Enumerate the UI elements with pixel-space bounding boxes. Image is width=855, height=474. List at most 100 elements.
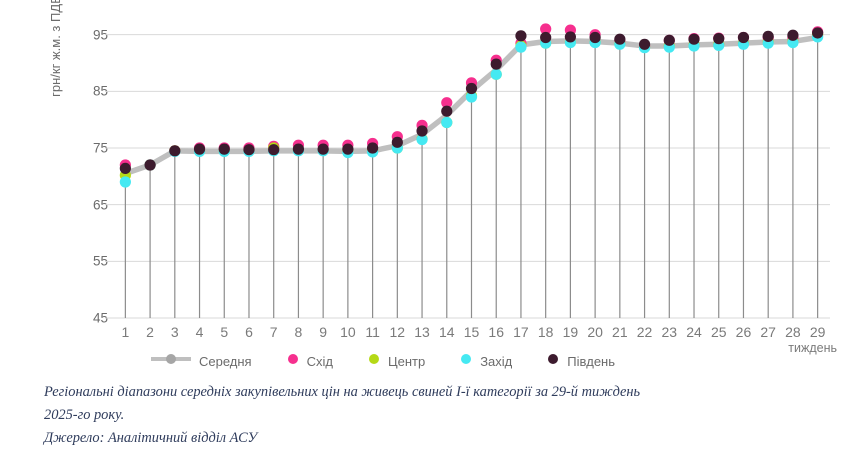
caption-line-3: Джерело: Аналітичний відділ АСУ [44,430,258,446]
x-axis-tick-labels: 1 2 3 4 5 6 7 8 9 10 11 12 13 14 15 16 17 18 19 20 21 22 23 24 2… [121,324,826,340]
data-point-marker [737,31,750,44]
data-point-marker [564,31,576,43]
y-axis-tick-label: 45 [92,310,108,326]
y-axis-tick-labels: 45 55 65 75 85 95 [74,0,108,345]
data-point-marker [441,116,453,129]
y-axis-tick-label: 75 [92,140,108,156]
data-point-marker [119,162,131,174]
caption-line-1: Регіональні діапазони середніх закупівел… [44,384,641,400]
data-point-marker [812,27,824,39]
data-point-marker [515,30,527,42]
x-axis-tick-label: 14 [438,324,455,340]
legend-item[interactable]: Центр [367,352,425,370]
x-axis-tick-label: 4 [195,324,204,340]
data-point-marker [218,143,230,155]
legend-label: Південь [567,353,616,369]
data-point-marker [515,41,527,53]
x-axis-tick-label: 9 [319,324,328,340]
x-axis-tick-label: 29 [809,324,826,340]
x-axis-tick-label: 3 [170,324,179,340]
x-axis-tick-label: 28 [785,324,801,340]
data-point-marker [465,91,478,103]
x-axis-tick-label: 20 [587,324,603,340]
x-axis-tick-label: 26 [735,324,752,340]
chart-svg [105,23,830,319]
data-point-marker [787,29,799,41]
data-point-marker [490,58,502,70]
data-point-marker [589,31,601,44]
data-point-marker [663,34,675,46]
x-axis-tick-label: 16 [488,324,505,340]
data-point-marker [688,33,700,45]
x-axis-tick-label: 22 [636,324,653,340]
y-axis-tick-label: 95 [92,27,108,43]
legend-dot-icon [367,352,381,370]
droplines [124,32,819,318]
chart-caption: Регіональні діапазони середніх закупівел… [44,381,834,450]
data-point-marker [540,23,552,35]
legend-label: Центр [387,353,426,369]
legend-dot-icon [286,352,300,370]
x-axis-tick-label: 7 [269,324,278,340]
x-axis-tick-label: 25 [710,324,727,340]
data-point-marker [614,33,626,45]
data-point-marker [243,144,255,156]
x-axis-title: тиждень [788,341,837,355]
chart-legend: Середня Схід Центр Захід Південь [0,352,855,370]
y-axis-tick-label: 55 [92,253,108,269]
y-axis-tick-label: 65 [92,197,108,213]
legend-line-marker-icon [150,352,192,370]
x-axis-tick-label: 6 [245,324,253,340]
data-point-marker [193,143,206,155]
data-point-marker [416,133,428,146]
data-point-marker [367,142,379,154]
x-axis-tick-label: 8 [294,324,303,340]
x-axis-tick-label: 24 [686,324,702,340]
data-point-marker [391,136,403,148]
data-point-marker [540,31,552,44]
legend-item[interactable]: Середня [150,352,252,370]
data-point-marker [441,105,453,117]
x-axis-tick-label: 18 [537,324,554,340]
data-point-marker [342,143,354,155]
x-axis-tick-label: 11 [365,324,380,340]
data-point-marker [169,145,181,157]
region-markers [119,23,824,188]
data-point-marker [292,143,305,155]
data-point-marker [268,144,280,156]
x-axis-tick-label: 12 [389,324,406,340]
x-axis-tick-label: 2 [146,324,154,340]
legend-item[interactable]: Південь [546,352,615,370]
legend-item[interactable]: Схід [286,352,333,370]
data-point-marker [416,125,428,137]
legend-dot-icon [546,352,560,370]
x-axis-tick-label: 13 [414,324,430,340]
data-point-marker [317,143,329,155]
data-point-marker [490,68,502,80]
x-axis-tick-label: 10 [340,324,356,340]
legend-label: Схід [306,353,333,369]
data-point-marker [465,82,478,95]
legend-label: Захід [480,353,513,369]
data-point-marker [144,159,156,171]
x-axis-tick-label: 23 [661,324,678,340]
data-point-marker [441,97,453,109]
x-axis-tick-label: 15 [463,324,480,340]
x-axis-tick-label: 19 [562,324,579,340]
data-point-marker [119,176,131,188]
caption-line-2: 2025-го року. [44,407,125,423]
legend-dot-icon [459,352,473,370]
data-point-marker [638,38,651,50]
x-axis-tick-label: 27 [760,324,776,340]
x-axis-tick-label: 1 [121,324,130,340]
x-axis-tick-label: 17 [513,324,529,340]
legend-label: Середня [198,353,252,369]
legend-item[interactable]: Захід [459,352,512,370]
x-axis-tick-label: 21 [612,324,628,340]
y-axis-tick-label: 85 [92,83,108,99]
data-point-marker [762,30,774,42]
x-axis-tick-label: 5 [220,324,229,340]
data-point-marker [713,33,725,45]
